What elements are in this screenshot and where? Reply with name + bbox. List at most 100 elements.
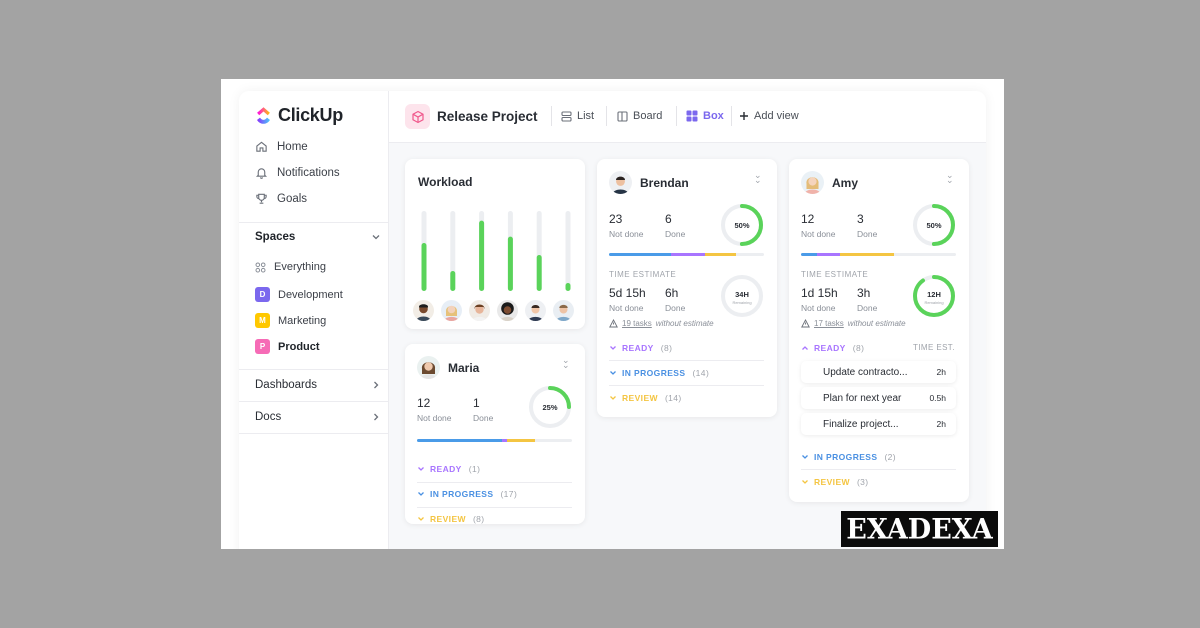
task-name: Plan for next year bbox=[823, 392, 902, 404]
nav-docs[interactable]: Docs bbox=[255, 411, 381, 423]
brendan-status-review[interactable]: REVIEW (14) bbox=[609, 393, 682, 403]
docs-label: Docs bbox=[255, 411, 282, 423]
nav-goals-label: Goals bbox=[277, 192, 308, 205]
task-row[interactable]: Plan for next year 0.5h bbox=[801, 387, 956, 409]
brendan-status-bar bbox=[609, 253, 764, 256]
cube-icon bbox=[411, 110, 424, 123]
view-separator bbox=[606, 106, 607, 126]
app-name: ClickUp bbox=[278, 105, 343, 125]
brendan-not-done-stat: 23 Not done bbox=[609, 212, 644, 239]
warning-text: without estimate bbox=[847, 319, 906, 328]
workload-chart bbox=[421, 211, 571, 291]
task-row[interactable]: Update contracto... 2h bbox=[801, 361, 956, 383]
status-label: READY bbox=[430, 464, 462, 474]
view-separator bbox=[731, 106, 732, 126]
amy-status-ready[interactable]: READY (8) bbox=[801, 343, 864, 353]
avatar[interactable] bbox=[469, 300, 490, 321]
divider bbox=[609, 385, 764, 386]
space-everything[interactable]: Everything bbox=[255, 261, 326, 273]
task-name: Update contracto... bbox=[823, 366, 908, 378]
nav-dashboards[interactable]: Dashboards bbox=[255, 379, 381, 391]
status-count: (14) bbox=[664, 393, 682, 403]
brendan-avatar[interactable] bbox=[609, 171, 632, 194]
chevron-down-icon[interactable] bbox=[371, 232, 381, 242]
amy-status-review[interactable]: REVIEW (3) bbox=[801, 477, 869, 487]
clickup-logo-icon bbox=[257, 106, 270, 124]
box-view-content: Workload bbox=[389, 143, 986, 549]
task-estimate: 2h bbox=[936, 367, 946, 377]
task-estimate: 2h bbox=[936, 419, 946, 429]
status-count: (3) bbox=[856, 477, 869, 487]
collapse-icon[interactable]: ⌄ ⌄ bbox=[754, 170, 762, 185]
chevron-down-icon bbox=[418, 492, 424, 496]
sidebar: ClickUp Home Notifications Goals Spaces bbox=[239, 91, 389, 549]
spaces-header[interactable]: Spaces bbox=[255, 231, 381, 243]
project-title: Release Project bbox=[437, 109, 538, 124]
avatar[interactable] bbox=[441, 300, 462, 321]
not-done-label: Not done bbox=[801, 229, 836, 239]
clickup-logo[interactable]: ClickUp bbox=[255, 105, 343, 126]
workload-bar bbox=[565, 283, 571, 291]
workload-bar bbox=[421, 243, 427, 291]
maria-not-done-stat: 12 Not done bbox=[417, 396, 452, 423]
workload-bar-track bbox=[450, 211, 456, 291]
brendan-progress-ring: 50% bbox=[721, 204, 763, 246]
maria-avatar[interactable] bbox=[417, 356, 440, 379]
collapse-icon[interactable]: ⌄ ⌄ bbox=[562, 355, 570, 370]
maria-card: Maria ⌄ ⌄ 12 Not done 1 Done 25% READY (1) bbox=[405, 344, 585, 524]
ring-progress bbox=[913, 204, 955, 246]
nav-home[interactable]: Home bbox=[255, 140, 308, 153]
view-board-tab[interactable]: Board bbox=[617, 110, 662, 122]
space-badge-marketing: M bbox=[255, 313, 270, 328]
ring-track bbox=[721, 275, 763, 317]
brendan-status-ready[interactable]: READY (8) bbox=[609, 343, 672, 353]
workload-bar bbox=[507, 236, 513, 291]
clickup-app-window: ClickUp Home Notifications Goals Spaces bbox=[239, 91, 986, 549]
workload-title: Workload bbox=[418, 175, 473, 189]
space-product[interactable]: P Product bbox=[255, 339, 320, 354]
brendan-done-count: 6 bbox=[665, 212, 672, 226]
amy-status-in-progress[interactable]: IN PROGRESS (2) bbox=[801, 452, 896, 462]
brendan-done-stat: 6 Done bbox=[665, 212, 685, 239]
view-box-tab[interactable]: Box bbox=[686, 110, 724, 122]
avatar[interactable] bbox=[413, 300, 434, 321]
add-view-label: Add view bbox=[754, 110, 799, 122]
status-label: IN PROGRESS bbox=[430, 489, 494, 499]
amy-avatar[interactable] bbox=[801, 171, 824, 194]
chevron-down-icon bbox=[802, 480, 808, 484]
board-icon bbox=[617, 110, 628, 122]
ring-label: 25% bbox=[542, 403, 557, 412]
time-not-done-value: 1d 15h bbox=[801, 286, 838, 300]
warning-task-count[interactable]: 17 tasks bbox=[814, 319, 844, 328]
maria-status-in-progress[interactable]: IN PROGRESS (17) bbox=[417, 489, 517, 499]
nav-notifications[interactable]: Notifications bbox=[255, 166, 340, 179]
avatar[interactable] bbox=[553, 300, 574, 321]
warning-task-count[interactable]: 19 tasks bbox=[622, 319, 652, 328]
space-development[interactable]: D Development bbox=[255, 287, 343, 302]
task-row[interactable]: Finalize project... 2h bbox=[801, 413, 956, 435]
avatar[interactable] bbox=[497, 300, 518, 321]
workload-bar-track bbox=[565, 211, 571, 291]
maria-status-ready[interactable]: READY (1) bbox=[417, 464, 480, 474]
done-label: Done bbox=[857, 229, 878, 239]
maria-header: Maria bbox=[417, 356, 479, 379]
brendan-time-done: 6h Done bbox=[665, 286, 685, 313]
sidebar-divider bbox=[239, 222, 389, 223]
add-view-button[interactable]: Add view bbox=[739, 110, 799, 122]
maria-status-review[interactable]: REVIEW (8) bbox=[417, 514, 485, 524]
maria-progress-ring: 25% bbox=[529, 386, 571, 428]
exadexa-watermark-logo: EXADEXA bbox=[841, 511, 998, 547]
brendan-status-in-progress[interactable]: IN PROGRESS (14) bbox=[609, 368, 709, 378]
chevron-down-icon bbox=[610, 371, 616, 375]
status-count: (8) bbox=[852, 343, 865, 353]
view-list-tab[interactable]: List bbox=[561, 110, 594, 122]
time-estimate-label: TIME ESTIMATE bbox=[801, 270, 869, 279]
space-marketing[interactable]: M Marketing bbox=[255, 313, 326, 328]
collapse-icon[interactable]: ⌄ ⌄ bbox=[946, 170, 954, 185]
avatar[interactable] bbox=[525, 300, 546, 321]
brendan-header: Brendan bbox=[609, 171, 689, 194]
nav-goals[interactable]: Goals bbox=[255, 192, 307, 205]
screenshot-frame: ClickUp Home Notifications Goals Spaces bbox=[221, 79, 1004, 549]
